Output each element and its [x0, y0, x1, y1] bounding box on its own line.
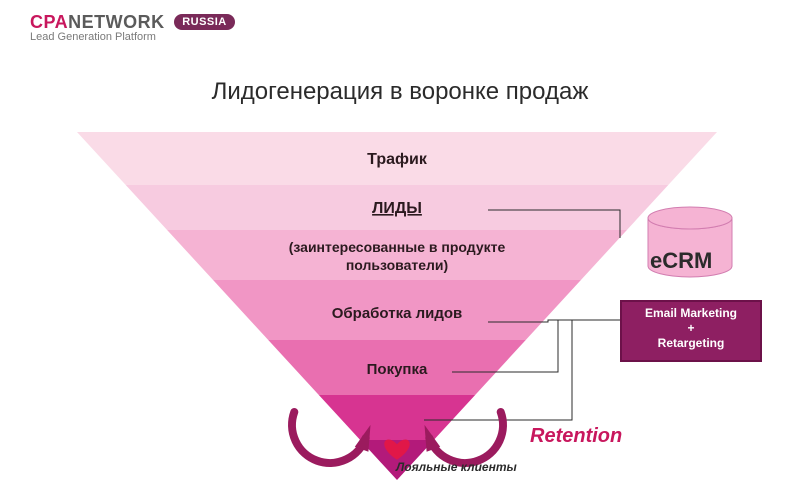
- funnel-label-1: ЛИДЫ: [372, 200, 422, 217]
- funnel-label-5: Покупка: [367, 361, 428, 378]
- funnel-label-4: Обработка лидов: [332, 305, 463, 322]
- funnel-label-3: пользователи): [346, 257, 448, 273]
- funnel-label-0: Трафик: [367, 151, 428, 168]
- retention-label: Retention: [530, 425, 622, 448]
- email-marketing-box: Email Marketing + Retargeting: [620, 300, 762, 362]
- ecrm-label: eCRM: [650, 248, 712, 274]
- ebox-line2: +: [626, 321, 756, 336]
- ebox-line3: Retargeting: [626, 336, 756, 351]
- ebox-line1: Email Marketing: [626, 306, 756, 321]
- ecrm-cylinder-top: [648, 207, 732, 229]
- loyal-clients-label: Лояльные клиенты: [396, 460, 517, 474]
- funnel-layer-5: [319, 395, 475, 440]
- funnel-label-2: (заинтересованные в продукте: [289, 239, 506, 255]
